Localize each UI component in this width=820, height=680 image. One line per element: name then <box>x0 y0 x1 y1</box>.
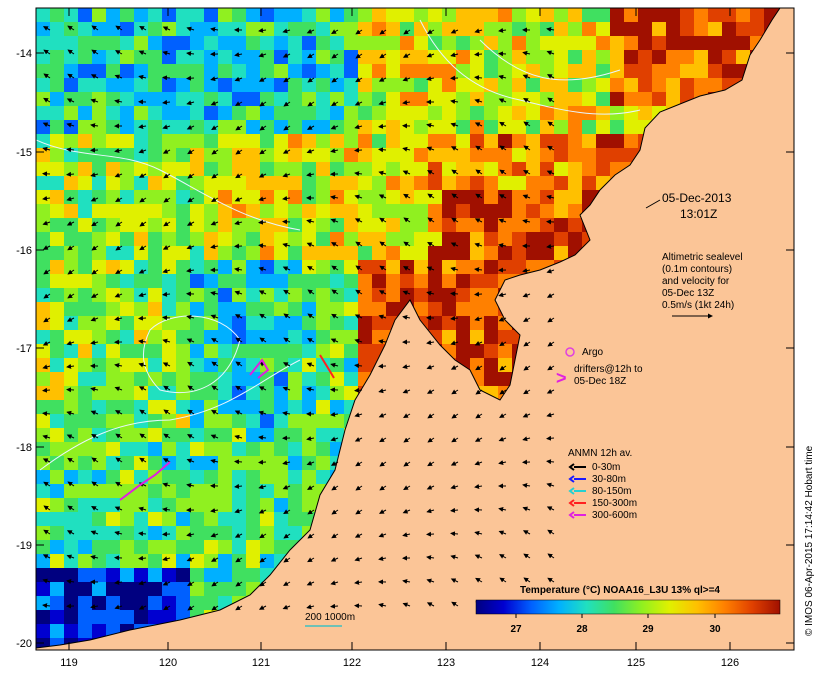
colorbar-ramp <box>475 599 781 615</box>
drifter-label-line1: drifters@12h to <box>574 364 643 375</box>
colorbar-tick-label: 27 <box>510 624 522 635</box>
velocity-arrows <box>42 25 555 611</box>
altimetry-note: Altimetric sealevel (0.1m contours) and … <box>662 252 743 319</box>
drifter-key: > drifters@12h to 05-Dec 18Z <box>556 364 643 388</box>
plot-frame <box>35 7 795 651</box>
y-tick-label: -14 <box>16 48 32 60</box>
y-tick-label: -15 <box>16 147 32 159</box>
svg-text:Altimetric sealevel: Altimetric sealevel <box>662 252 743 263</box>
legend-item-label: 80-150m <box>592 486 631 497</box>
x-tick-label: 126 <box>721 657 739 669</box>
x-axis: 119 120 121 122 123 124 125 126 <box>60 8 739 669</box>
x-tick-label: 123 <box>437 657 455 669</box>
argo-label: Argo <box>582 347 604 358</box>
x-tick-label: 121 <box>252 657 270 669</box>
legend-item: 150-300m <box>568 498 637 509</box>
svg-text:200 1000m: 200 1000m <box>305 612 355 623</box>
legend-item-label: 30-80m <box>592 474 626 485</box>
drifter-label-line2: 05-Dec 18Z <box>574 376 626 387</box>
x-tick-label: 122 <box>343 657 361 669</box>
colorbar-tick-label: 30 <box>709 624 721 635</box>
colorbar-tick-label: 29 <box>642 624 654 635</box>
y-tick-label: -17 <box>16 343 32 355</box>
argo-marker-icon <box>565 347 575 357</box>
anmn-legend: ANMN 12h av. 0-30m30-80m80-150m150-300m3… <box>568 448 637 521</box>
drifter-tracks <box>119 354 335 501</box>
legend-item: 30-80m <box>568 474 626 485</box>
legend-item: 80-150m <box>568 486 631 497</box>
credit-line: © IMOS 06-Apr-2015 17:14:42 Hobart time <box>804 445 815 636</box>
date-label: 05-Dec-2013 <box>662 191 732 205</box>
svg-text:0.5m/s (1kt 24h): 0.5m/s (1kt 24h) <box>662 300 734 311</box>
legend-item: 300-600m <box>568 510 637 521</box>
depth-contour-key: 200 1000m <box>305 612 355 627</box>
svg-text:05-Dec 13Z: 05-Dec 13Z <box>662 288 714 299</box>
colorbar: Temperature (°C) NOAA16_L3U 13% ql>=4 27… <box>475 585 781 635</box>
x-tick-label: 124 <box>531 657 549 669</box>
y-tick-label: -18 <box>16 442 32 454</box>
time-label: 13:01Z <box>680 207 717 221</box>
colorbar-tick-label: 28 <box>576 624 588 635</box>
x-tick-label: 120 <box>159 657 177 669</box>
x-tick-label: 119 <box>60 657 78 669</box>
legend-item-label: 0-30m <box>592 462 620 473</box>
drifter-marker-icon: > <box>556 368 567 388</box>
x-tick-label: 125 <box>627 657 645 669</box>
svg-text:(0.1m contours): (0.1m contours) <box>662 264 732 275</box>
y-tick-label: -16 <box>16 245 32 257</box>
sealevel-contours <box>36 19 641 471</box>
land-mass <box>36 8 794 650</box>
argo-key: Argo <box>565 347 604 358</box>
legend-item-label: 300-600m <box>592 510 637 521</box>
legend-item: 0-30m <box>568 462 620 473</box>
svg-text:and velocity for: and velocity for <box>662 276 730 287</box>
y-tick-label: -19 <box>16 540 32 552</box>
colorbar-title: Temperature (°C) NOAA16_L3U 13% ql>=4 <box>520 585 720 596</box>
y-axis: -14 -15 -16 -17 -18 -19 -20 <box>16 48 794 650</box>
legend-item-label: 150-300m <box>592 498 637 509</box>
legend-title: ANMN 12h av. <box>568 448 632 459</box>
y-tick-label: -20 <box>16 638 32 650</box>
